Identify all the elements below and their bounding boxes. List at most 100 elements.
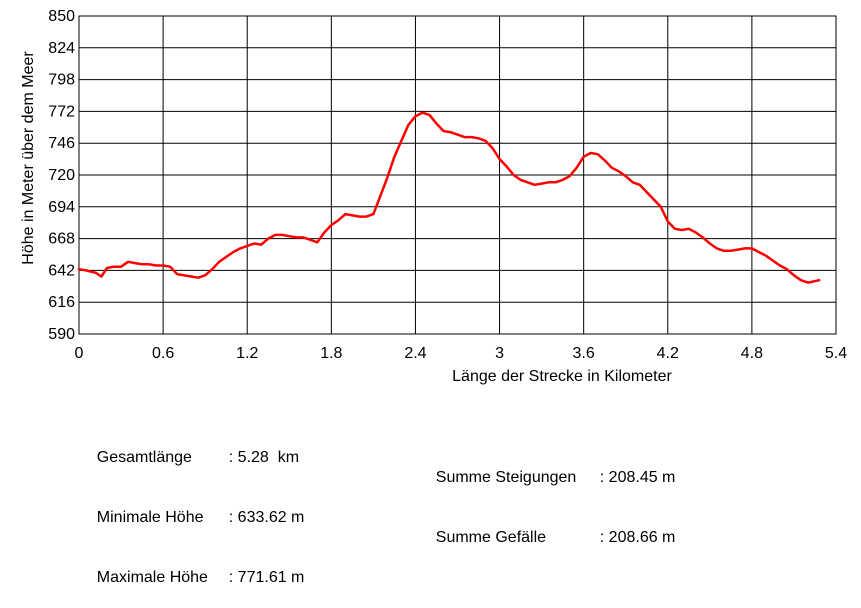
data-point — [730, 250, 732, 252]
data-point — [407, 124, 410, 126]
data-point — [534, 184, 536, 186]
series-layer — [77, 111, 821, 284]
x-tick-label: 5.4 — [825, 345, 847, 362]
data-point — [155, 264, 157, 267]
stats-right: Summe Steigungen : 208.45 m Summe Gefälle… — [418, 408, 676, 548]
data-point — [716, 247, 718, 249]
data-point — [316, 241, 318, 243]
data-point — [225, 256, 227, 258]
data-point — [688, 228, 690, 230]
data-point — [372, 213, 374, 215]
stat-ascent: Summe Steigungen : 208.45 m — [418, 448, 676, 486]
x-tick-labels: 0 0.6 1.2 1.8 2.4 3 3.6 4.2 4.8 5.4 — [75, 345, 848, 362]
data-point — [120, 266, 122, 268]
data-point — [232, 251, 234, 253]
total-length-value: : 5.28 km — [228, 449, 300, 466]
data-point — [786, 268, 788, 270]
x-tick-label: 4.8 — [741, 345, 763, 362]
data-point — [449, 131, 452, 133]
y-tick-label: 772 — [48, 103, 75, 120]
data-point — [569, 175, 571, 177]
elevation-line — [77, 111, 821, 284]
data-point — [765, 255, 767, 257]
min-height-value: : 633.62 m — [228, 509, 305, 526]
data-point — [113, 266, 115, 268]
data-point — [204, 274, 206, 276]
data-point — [134, 262, 136, 264]
data-point — [484, 140, 487, 142]
data-point — [162, 264, 164, 267]
data-point — [646, 191, 648, 193]
data-point — [744, 247, 746, 249]
descent-value: : 208.66 m — [599, 529, 676, 546]
data-point — [148, 263, 150, 265]
data-point — [95, 272, 97, 274]
data-point — [667, 220, 669, 223]
data-point — [141, 263, 143, 265]
data-point — [260, 244, 262, 246]
max-height-value: : 771.61 m — [228, 569, 305, 586]
data-point — [618, 170, 620, 172]
data-point — [393, 156, 396, 158]
data-point — [548, 181, 550, 183]
min-height-label: Minimale Höhe — [96, 509, 204, 526]
data-point — [597, 153, 599, 155]
data-point — [751, 247, 753, 249]
elevation-chart: 0 0.6 1.2 1.8 2.4 3 3.6 4.2 4.8 5.4 850 824 798 772 7… — [20, 8, 848, 385]
data-point — [127, 261, 129, 263]
data-point — [239, 247, 241, 249]
data-point — [625, 175, 627, 177]
data-point — [456, 134, 459, 136]
data-point — [519, 179, 522, 181]
y-tick-label: 720 — [48, 167, 75, 184]
data-point — [106, 267, 108, 269]
data-point — [274, 234, 276, 236]
data-point — [772, 260, 774, 262]
data-point — [498, 158, 501, 160]
y-tick-label: 642 — [48, 262, 75, 279]
y-tick-label: 824 — [48, 40, 75, 57]
data-point — [632, 181, 634, 183]
data-point — [800, 279, 802, 281]
ascent-value: : 208.45 m — [599, 469, 676, 486]
data-point — [176, 273, 178, 275]
data-point — [386, 176, 389, 179]
data-point — [526, 181, 529, 183]
ascent-label: Summe Steigungen — [435, 469, 577, 486]
data-point — [541, 182, 543, 185]
data-point — [709, 242, 711, 245]
data-point — [379, 195, 381, 197]
y-tick-label: 590 — [48, 326, 75, 343]
data-point — [183, 274, 185, 276]
x-tick-label: 1.2 — [236, 345, 258, 362]
data-point — [288, 235, 290, 237]
data-point — [323, 231, 325, 234]
data-point — [604, 159, 606, 161]
descent-label: Summe Gefälle — [435, 529, 547, 546]
data-point — [337, 219, 339, 221]
data-point — [818, 279, 820, 281]
y-tick-label: 694 — [48, 199, 75, 216]
data-point — [674, 228, 676, 230]
data-point — [330, 224, 332, 226]
data-point — [807, 282, 809, 284]
data-point — [653, 198, 655, 201]
y-tick-label: 616 — [48, 294, 75, 311]
stat-descent: Summe Gefälle : 208.66 m — [418, 508, 676, 546]
data-point — [470, 136, 473, 138]
data-point — [365, 215, 367, 218]
x-tick-label: 3.6 — [573, 345, 595, 362]
data-point — [583, 156, 585, 158]
y-tick-labels: 850 824 798 772 746 720 694 668 642 616 590 — [48, 8, 75, 343]
data-point — [737, 249, 739, 251]
data-point — [793, 274, 795, 276]
data-point — [779, 264, 781, 267]
data-point — [681, 229, 683, 231]
data-point — [169, 266, 171, 268]
data-point — [309, 239, 311, 241]
data-point — [253, 242, 255, 245]
stat-max-height: Maximale Höhe: 771.61 m — [79, 548, 305, 586]
stat-total-length: Gesamtlänge: 5.28 km — [79, 428, 304, 466]
data-point — [442, 130, 445, 132]
data-point — [512, 174, 515, 176]
